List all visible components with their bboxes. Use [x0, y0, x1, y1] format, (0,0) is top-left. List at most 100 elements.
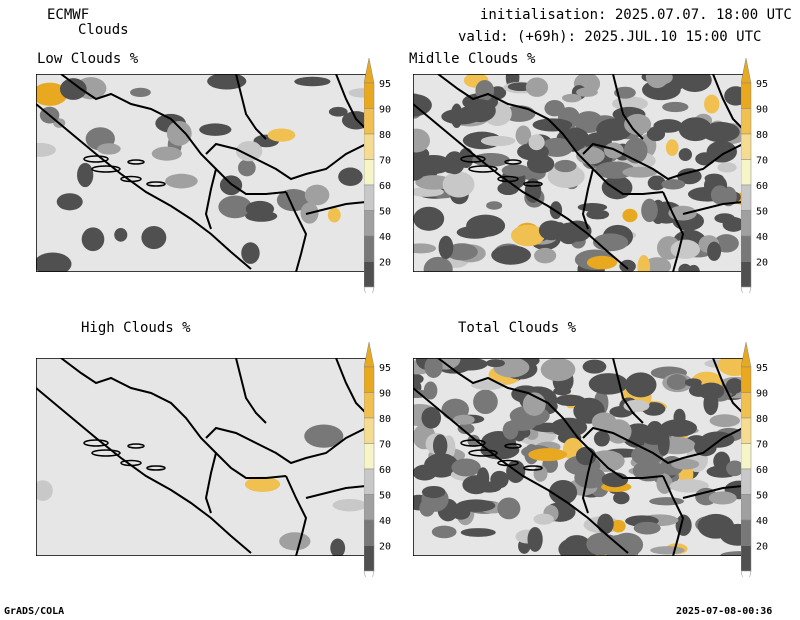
cloud-cell	[659, 419, 698, 437]
colorbar-segment	[364, 443, 375, 470]
cloud-cell	[708, 491, 737, 505]
cloud-cell	[36, 480, 53, 501]
colorbar-segment	[741, 108, 752, 135]
colorbar-tick-label: 95	[379, 363, 391, 374]
colorbar-segment	[741, 159, 752, 186]
cloud-cell	[456, 499, 496, 512]
colorbar-segment	[364, 417, 375, 444]
map-background	[36, 358, 366, 556]
colorbar-segment	[741, 417, 752, 444]
cloud-cell	[704, 173, 724, 184]
cloud-cell	[97, 143, 121, 155]
colorbar-segment	[364, 519, 375, 546]
colorbar-tick-label: 90	[756, 105, 768, 116]
cloud-cell	[423, 256, 453, 272]
cloud-cell	[332, 498, 366, 512]
cloud-cell	[624, 113, 652, 135]
colorbar-top-arrow	[364, 342, 375, 368]
country-border	[235, 74, 267, 140]
cloud-cell	[677, 168, 702, 185]
colorbar-tick-label: 90	[379, 389, 391, 400]
country-border	[60, 358, 287, 479]
cloud-cell	[338, 167, 363, 187]
cloud-cell	[533, 465, 548, 482]
cloud-cell	[548, 479, 578, 505]
cloud-cell	[485, 359, 505, 368]
cloud-cell	[561, 93, 582, 103]
cloud-cell	[582, 359, 607, 374]
colorbar-tick-label: 20	[379, 542, 391, 553]
cloud-cell	[707, 241, 722, 261]
island-outline	[460, 439, 486, 447]
colorbar-tick-label: 90	[756, 389, 768, 400]
cloud-cell	[444, 151, 465, 175]
country-border	[204, 452, 217, 514]
cloud-cell	[684, 378, 702, 387]
cloud-cell	[722, 217, 743, 232]
cloud-cell	[330, 538, 346, 556]
cloud-cell	[624, 372, 657, 398]
coastline	[36, 103, 252, 270]
colorbar-tick-label: 70	[379, 440, 391, 451]
colorbar-tick-label: 70	[379, 156, 391, 167]
cloud-cell	[646, 126, 666, 142]
cloud-cell	[586, 209, 610, 220]
country-border	[335, 74, 366, 130]
country-border	[235, 358, 267, 424]
middle-clouds-map-svg	[413, 74, 743, 272]
country-border	[437, 358, 664, 479]
valid-time: valid: (+69h): 2025.JUL.10 15:00 UTC	[458, 29, 762, 45]
country-border	[60, 74, 287, 195]
cloud-cell	[678, 148, 692, 162]
cloud-cell	[719, 523, 743, 546]
colorbar-segment	[741, 261, 752, 288]
cloud-cell	[694, 438, 717, 457]
cloud-cell	[710, 185, 729, 205]
cloud-cell	[720, 551, 743, 556]
country-border	[682, 201, 743, 215]
cloud-cell	[661, 179, 686, 190]
cloud-cell	[524, 178, 542, 203]
footer-timestamp: 2025-07-08-00:36	[676, 606, 773, 617]
island-outline	[504, 159, 522, 165]
colorbar-segment	[741, 468, 752, 495]
island-outline	[127, 159, 145, 165]
cloud-cell	[645, 74, 669, 89]
cloud-cell	[413, 206, 445, 231]
cloud-cell	[241, 242, 260, 264]
cloud-cell	[218, 195, 252, 219]
cloud-cell	[713, 451, 731, 471]
cloud-cell	[530, 422, 564, 433]
colorbar-segment	[364, 108, 375, 135]
footer-software: GrADS/COLA	[4, 606, 65, 617]
colorbar-svg: 95 90 80 70 60 50 40 20	[741, 342, 768, 577]
middle-clouds-colorbar: 95 90 80 70 60 50 40 20	[741, 58, 781, 293]
colorbar-tick-label: 95	[756, 79, 768, 90]
colorbar-tick-label: 50	[756, 207, 768, 218]
cloud-cell	[235, 140, 263, 162]
island-outline	[146, 465, 166, 471]
middle-clouds-map	[413, 74, 743, 272]
cloud-cell	[497, 497, 521, 520]
colorbar-bottom-arrow	[364, 570, 375, 577]
cloud-cell	[114, 228, 128, 242]
total-clouds-map-svg	[413, 358, 743, 556]
cloud-cell	[490, 470, 509, 489]
cloud-cell	[613, 491, 630, 505]
colorbar-bottom-arrow	[741, 286, 752, 293]
cloud-cell	[665, 139, 679, 156]
cloud-cell	[413, 128, 430, 153]
country-border	[581, 168, 594, 230]
cloud-cell	[515, 125, 532, 146]
cloud-cell	[669, 479, 709, 493]
cloud-cell	[166, 120, 192, 146]
cloud-cell	[695, 152, 716, 166]
cloud-cell	[554, 159, 577, 173]
cloud-cell	[610, 532, 644, 556]
cloud-cell	[348, 88, 366, 98]
colorbar-segment	[364, 545, 375, 572]
cloud-cell	[421, 485, 446, 499]
cloud-cell	[528, 134, 545, 151]
model-label: ECMWF	[47, 7, 90, 23]
country-border	[712, 74, 743, 130]
